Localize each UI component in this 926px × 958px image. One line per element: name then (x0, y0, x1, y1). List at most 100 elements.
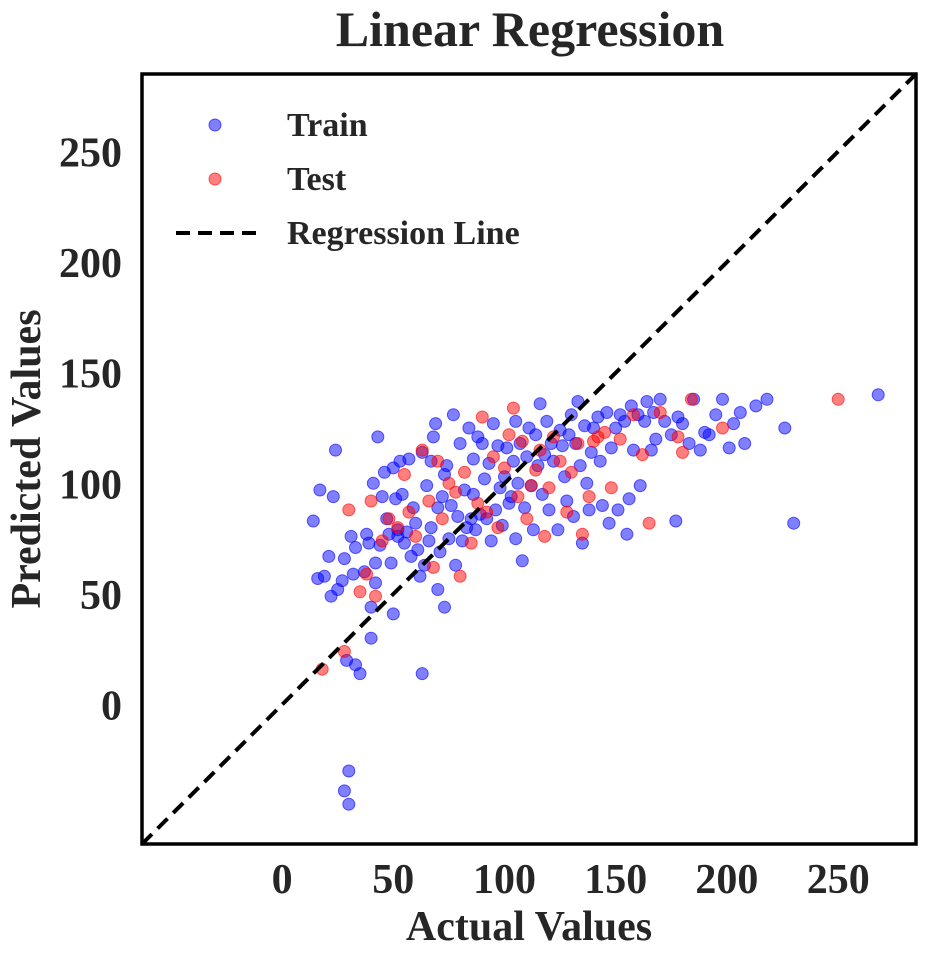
train-point (342, 797, 356, 811)
legend: Train Test Regression Line (176, 107, 520, 252)
test-point (598, 425, 612, 439)
test-point (353, 585, 367, 599)
test-point (529, 463, 543, 477)
train-point (349, 541, 362, 554)
train-point (520, 450, 534, 464)
train-point (486, 417, 500, 431)
y-tick-label: 150 (59, 352, 122, 398)
x-tick-label: 200 (695, 857, 758, 903)
train-point (362, 536, 376, 550)
train-point (669, 514, 683, 528)
train-point (676, 417, 689, 431)
train-point (653, 392, 667, 406)
test-point (409, 529, 423, 543)
train-point (506, 454, 520, 468)
train-point (584, 445, 598, 459)
test-point (480, 505, 494, 519)
test-point (369, 589, 382, 603)
train-point (640, 395, 654, 408)
test-point (502, 428, 516, 442)
train-point (364, 600, 378, 614)
test-point (684, 392, 698, 406)
legend-train-label: Train (287, 107, 368, 144)
test-point (402, 505, 416, 519)
test-point (575, 527, 589, 541)
train-point (395, 487, 409, 501)
train-point (702, 428, 716, 442)
train-point (337, 552, 351, 566)
regression-line-layer (142, 74, 916, 844)
train-point (682, 437, 696, 450)
test-point (716, 421, 729, 435)
train-point (344, 529, 358, 543)
train-point (411, 543, 425, 557)
legend-train-marker (208, 118, 222, 132)
test-point (613, 432, 627, 446)
train-point (533, 397, 547, 411)
train-point (722, 441, 736, 455)
test-point (671, 430, 685, 444)
train-point (551, 523, 565, 537)
test-point (431, 454, 445, 468)
train-point (413, 569, 427, 583)
x-tick-label: 150 (584, 857, 647, 903)
train-point (449, 558, 463, 572)
train-point (342, 764, 356, 778)
train-point (593, 454, 607, 468)
train-point (435, 490, 449, 504)
chart-title: Linear Regression (336, 1, 725, 57)
test-point (498, 461, 511, 475)
train-point (444, 499, 458, 512)
train-point (329, 443, 342, 457)
train-point (369, 556, 382, 570)
train-point (555, 439, 569, 453)
train-point (620, 527, 634, 541)
train-point (384, 556, 398, 570)
train-point (306, 514, 320, 528)
train-point (402, 452, 416, 466)
train-point (429, 417, 443, 431)
train-point (515, 554, 529, 568)
test-point (553, 454, 567, 468)
y-tick-label: 100 (59, 462, 122, 508)
train-point (375, 490, 389, 504)
test-point (458, 465, 471, 479)
x-axis-ticks: 0 50 100 150 200 250 (272, 857, 870, 903)
test-point (538, 529, 552, 543)
test-point (515, 434, 529, 448)
train-point (871, 388, 885, 402)
train-point (529, 428, 543, 442)
x-tick-label: 0 (272, 857, 293, 903)
x-tick-label: 250 (807, 857, 870, 903)
train-point (649, 432, 663, 446)
train-point (749, 399, 763, 413)
train-point (580, 476, 594, 490)
test-point (564, 465, 578, 479)
train-point (346, 567, 360, 581)
train-point (500, 441, 514, 455)
train-point (364, 631, 378, 645)
test-point (560, 505, 574, 519)
x-tick-label: 100 (473, 857, 536, 903)
test-point (442, 476, 456, 490)
train-point (602, 516, 616, 530)
train-point (582, 503, 596, 517)
test-point (571, 437, 585, 450)
train-point (509, 532, 523, 546)
train-point (571, 395, 585, 408)
test-point (831, 392, 845, 406)
train-point (426, 430, 440, 444)
test-point (511, 490, 525, 504)
train-point (618, 414, 632, 428)
test-point (491, 521, 505, 535)
test-point (542, 481, 556, 495)
train-point (638, 414, 652, 428)
test-point (475, 410, 489, 424)
train-point (462, 421, 476, 435)
train-point (709, 408, 723, 422)
train-point (451, 510, 465, 523)
test-point (653, 406, 667, 419)
test-point (582, 490, 596, 504)
test-point (604, 481, 618, 495)
